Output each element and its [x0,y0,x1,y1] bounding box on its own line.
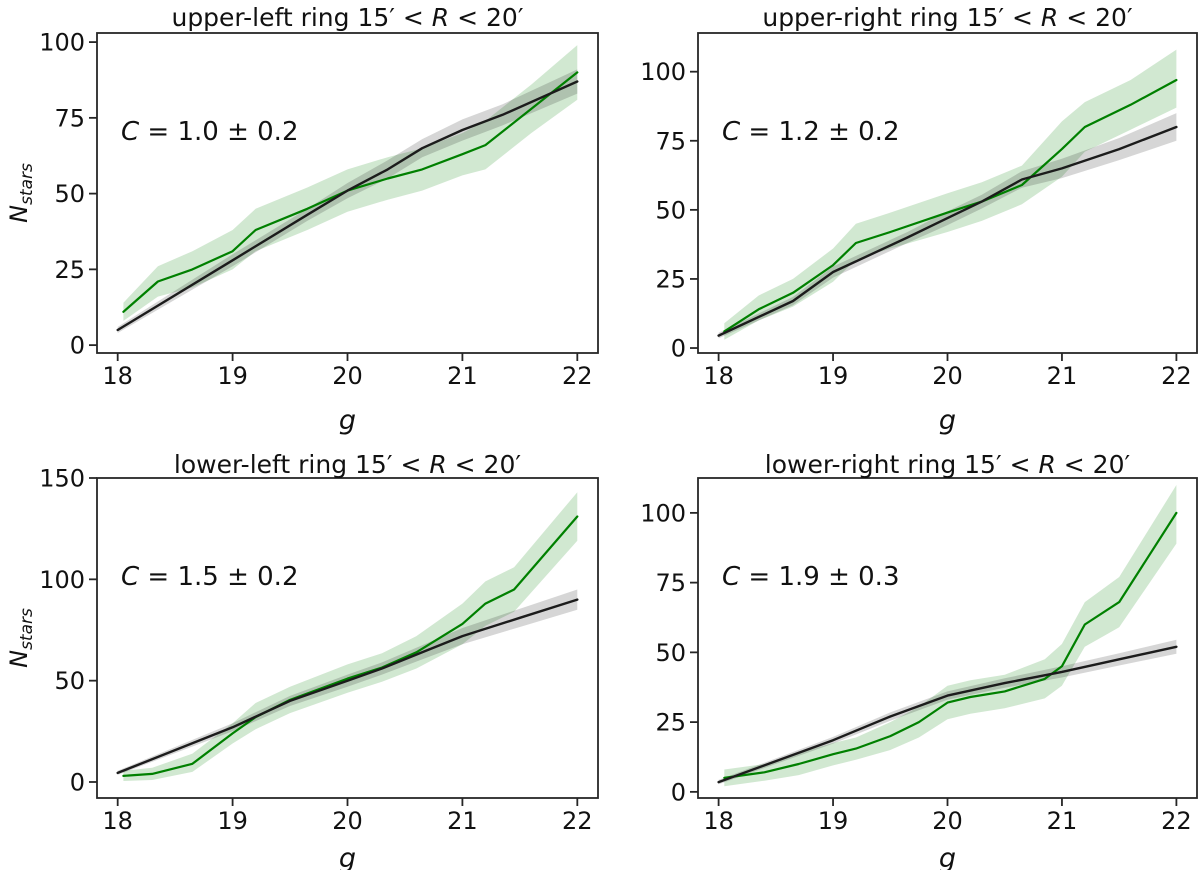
x-tick-label: 20 [932,362,963,390]
x-tick-label: 18 [102,807,133,835]
y-tick-label: 0 [70,332,85,360]
model-black-band [718,639,1177,785]
panel-upper-left: 18 19 20 21 22 0 25 50 75 100 upper-left ring 15′ … [5,3,599,435]
panel-title: upper-right ring 15′ < R < 20′ [762,3,1133,32]
x-tick-label: 18 [102,362,133,390]
y-tick-label: 0 [70,768,85,796]
observed-green-band [123,45,578,321]
y-tick-label: 100 [640,58,686,86]
y-tick-label: 100 [640,499,686,527]
observed-green-band [123,492,578,781]
y-tick-label: 75 [655,569,686,597]
y-tick-label: 25 [655,265,686,293]
observed-green-line [723,511,1178,779]
panel-title: lower-left ring 15′ < R < 20′ [174,450,521,479]
panel-title: lower-right ring 15′ < R < 20′ [765,450,1131,479]
model-black-line [717,125,1178,337]
y-tick-label: 25 [655,709,686,737]
plot-frame [697,477,1198,799]
x-tick-label: 22 [562,807,593,835]
x-tick-label: 20 [932,807,963,835]
y-tick-label: 100 [39,566,85,594]
y-tick-label: 100 [39,29,85,57]
y-axis-label: Nstars [5,163,37,223]
y-tick-label: 75 [655,127,686,155]
y-tick-label: 50 [655,639,686,667]
observed-green-band [724,49,1177,340]
x-tick-label: 19 [818,807,849,835]
annotation-c-value: C = 1.5 ± 0.2 [121,562,298,592]
x-tick-label: 21 [1047,807,1078,835]
annotation-c-value: C = 1.2 ± 0.2 [722,117,899,147]
x-axis-label: g [339,843,356,870]
x-tick-label: 22 [1161,807,1192,835]
model-black-band [117,589,578,775]
x-axis-label: g [939,405,956,435]
x-axis-label: g [939,843,956,870]
x-tick-label: 19 [217,807,248,835]
y-tick-label: 0 [671,335,686,363]
panel-lower-right: 18 19 20 21 22 0 25 50 75 100 lower-right ring 15′… [640,450,1198,870]
x-axis-label: g [339,405,356,435]
x-tick-label: 21 [1047,362,1078,390]
y-tick-label: 25 [54,256,85,284]
annotation-c-value: C = 1.0 ± 0.2 [121,117,298,147]
x-tick-label: 20 [332,807,363,835]
x-tick-label: 18 [703,362,734,390]
y-tick-label: 50 [54,667,85,695]
x-tick-label: 22 [1161,362,1192,390]
y-tick-label: 75 [54,104,85,132]
observed-green-line [122,515,579,777]
x-tick-label: 19 [818,362,849,390]
y-tick-label: 50 [655,196,686,224]
y-axis-label: Nstars [5,608,37,668]
x-tick-label: 18 [703,807,734,835]
observed-green-band [724,485,1177,787]
y-tick-label: 0 [671,778,686,806]
observed-green-line [723,78,1178,333]
panel-lower-left: 18 19 20 21 22 0 50 100 150 lower-left ring 15′ <… [5,450,599,870]
x-tick-label: 21 [447,362,478,390]
x-tick-label: 20 [332,362,363,390]
model-black-line [116,598,579,775]
x-tick-label: 19 [217,362,248,390]
panel-upper-right: 18 19 20 21 22 0 25 50 75 100 upper-right ring 15′… [640,3,1198,435]
x-tick-label: 21 [447,807,478,835]
y-tick-label: 150 [39,465,85,493]
x-tick-label: 22 [562,362,593,390]
model-black-band [117,69,578,334]
model-black-line [717,645,1178,784]
model-black-line [116,80,579,332]
annotation-c-value: C = 1.9 ± 0.3 [722,562,899,592]
y-tick-label: 50 [54,180,85,208]
panel-title: upper-left ring 15′ < R < 20′ [171,3,523,32]
